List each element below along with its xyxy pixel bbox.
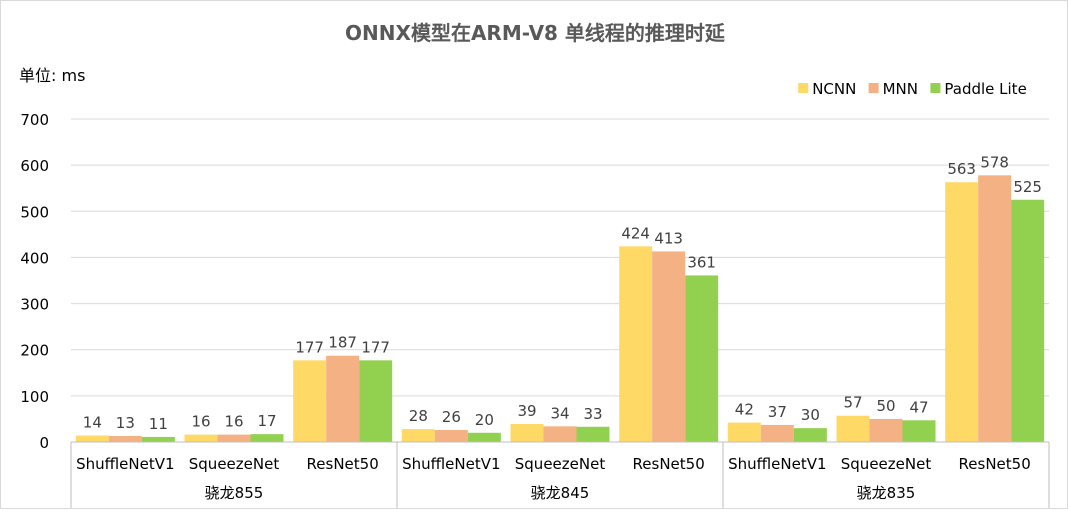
y-tick-label-100: 100	[20, 388, 49, 406]
data-label-mnn-6: 37	[768, 403, 787, 421]
bar-mnn-3	[434, 430, 468, 442]
bar-paddle-lite-4	[576, 426, 610, 442]
data-label-mnn-5: 413	[654, 229, 683, 247]
bar-paddle-lite-2	[359, 360, 393, 442]
bar-mnn-6	[760, 424, 794, 442]
bar-paddle-lite-7	[902, 420, 936, 442]
bar-mnn-5	[652, 251, 686, 442]
bar-ncnn-2	[293, 360, 327, 442]
data-label-ncnn-6: 42	[735, 401, 754, 419]
legend-swatch-mnn	[868, 83, 879, 93]
data-label-paddle-lite-8: 525	[1013, 178, 1042, 196]
bar-ncnn-7	[836, 415, 870, 442]
data-label-paddle-lite-0: 11	[149, 415, 168, 433]
data-label-ncnn-3: 28	[409, 407, 428, 425]
bar-ncnn-5	[619, 246, 653, 442]
bar-mnn-2	[326, 355, 360, 442]
x-group-label-0: 骁龙855	[205, 484, 264, 502]
bars	[75, 175, 1045, 443]
data-label-ncnn-4: 39	[517, 402, 536, 420]
y-tick-label-0: 0	[39, 434, 49, 452]
axes: 0 100 200 300 400 500 600 700 ShuffleNetV1 Squeez…	[20, 111, 1050, 508]
y-axis-unit-label: 单位: ms	[19, 66, 85, 85]
bar-ncnn-0	[75, 435, 109, 442]
x-category-label-3: ShuffleNetV1	[402, 455, 500, 473]
data-label-mnn-3: 26	[442, 408, 461, 426]
x-group-label-2: 骁龙835	[857, 484, 916, 502]
legend-swatch-ncnn	[798, 83, 809, 93]
bar-mnn-4	[543, 426, 577, 442]
x-category-label-1: SqueezeNet	[189, 455, 280, 473]
x-category-label-8: ResNet50	[959, 455, 1031, 473]
bar-ncnn-8	[945, 182, 979, 443]
data-label-mnn-0: 13	[116, 414, 135, 432]
legend-label-paddle-lite: Paddle Lite	[944, 80, 1026, 98]
bar-paddle-lite-6	[793, 428, 827, 442]
legend-label-ncnn: NCNN	[812, 80, 856, 98]
x-category-label-4: SqueezeNet	[515, 455, 606, 473]
y-tick-label-500: 500	[20, 203, 49, 221]
y-tick-label-700: 700	[20, 111, 49, 129]
bar-paddle-lite-3	[467, 432, 501, 442]
data-label-paddle-lite-7: 47	[909, 398, 928, 416]
data-label-paddle-lite-6: 30	[801, 406, 820, 424]
bar-paddle-lite-5	[685, 275, 719, 442]
data-label-mnn-7: 50	[876, 397, 895, 415]
data-label-mnn-1: 16	[224, 413, 243, 431]
data-label-ncnn-7: 57	[843, 394, 862, 412]
bar-mnn-8	[978, 175, 1012, 442]
data-label-ncnn-0: 14	[83, 414, 102, 432]
data-label-ncnn-5: 424	[621, 224, 650, 242]
bar-paddle-lite-8	[1011, 199, 1045, 442]
data-label-paddle-lite-2: 177	[361, 338, 390, 356]
bar-ncnn-4	[510, 424, 544, 442]
y-tick-label-600: 600	[20, 157, 49, 175]
data-label-paddle-lite-5: 361	[687, 253, 716, 271]
y-tick-label-300: 300	[20, 296, 49, 314]
legend-label-mnn: MNN	[883, 80, 918, 98]
y-tick-label-200: 200	[20, 342, 49, 360]
data-label-mnn-4: 34	[550, 404, 569, 422]
data-label-paddle-lite-4: 33	[583, 405, 602, 423]
bar-ncnn-6	[727, 422, 761, 442]
bar-mnn-1	[217, 434, 251, 442]
data-label-paddle-lite-3: 20	[475, 411, 494, 429]
x-category-label-0: ShuffleNetV1	[76, 455, 174, 473]
data-label-mnn-2: 187	[328, 334, 357, 352]
chart-title: ONNX模型在ARM-V8 单线程的推理时延	[345, 21, 726, 45]
bar-ncnn-1	[184, 434, 218, 442]
bar-ncnn-3	[401, 429, 435, 442]
legend-swatch-paddle-lite	[930, 83, 941, 93]
gridlines	[71, 118, 1049, 397]
x-category-label-7: SqueezeNet	[841, 455, 932, 473]
bar-paddle-lite-0	[141, 436, 175, 442]
legend: NCNN MNN Paddle Lite	[798, 80, 1027, 98]
bar-mnn-0	[108, 436, 142, 442]
x-category-label-2: ResNet50	[307, 455, 379, 473]
data-label-ncnn-1: 16	[191, 413, 210, 431]
data-label-mnn-8: 578	[980, 153, 1009, 171]
x-category-label-5: ResNet50	[633, 455, 705, 473]
bar-paddle-lite-1	[250, 434, 284, 442]
bar-mnn-7	[869, 418, 903, 442]
data-label-ncnn-8: 563	[947, 160, 976, 178]
x-group-label-1: 骁龙845	[531, 484, 590, 502]
data-label-ncnn-2: 177	[295, 338, 324, 356]
data-label-paddle-lite-1: 17	[257, 412, 276, 430]
x-category-label-6: ShuffleNetV1	[728, 455, 826, 473]
y-tick-label-400: 400	[20, 249, 49, 267]
